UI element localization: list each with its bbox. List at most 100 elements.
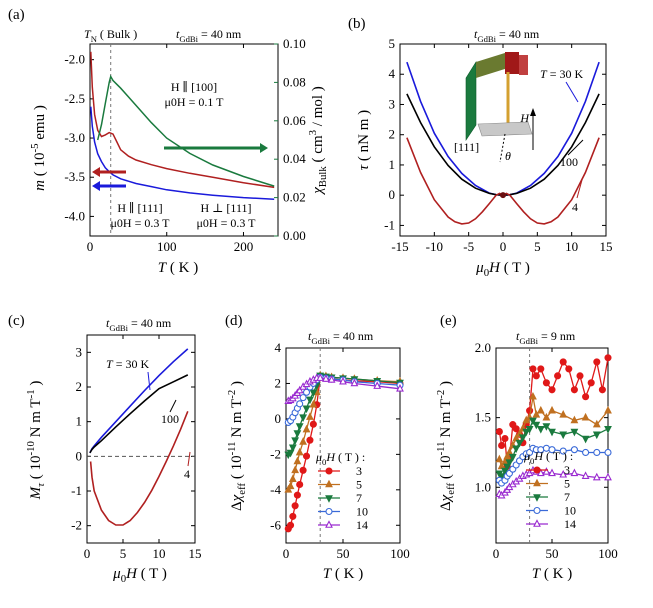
legend-marker-d-1	[325, 479, 333, 488]
y-axis-label-c: Mτ ( 10-10 N m T-1 )	[25, 381, 47, 501]
center-marker-b	[500, 192, 506, 199]
y-tick-label-d: 2	[275, 375, 282, 390]
data-point-d-1-1	[286, 481, 295, 490]
legend-label-d-2: 7	[356, 491, 362, 505]
x-tick-label-c: 5	[120, 546, 127, 561]
annot-red-1: H ⊥ [111]	[200, 201, 251, 215]
data-point-e-1-4	[505, 447, 514, 456]
annot-tn: TN ( Bulk )	[84, 27, 137, 44]
data-point-e-0-23	[593, 358, 601, 366]
data-point-e-2-2	[501, 467, 509, 476]
x-tick-label-b: 15	[600, 239, 613, 254]
data-point-e-0-0	[495, 428, 503, 436]
data-point-e-1-15	[548, 405, 556, 414]
x-tick-label-b: -15	[391, 239, 408, 254]
y-tick-label-b: 5	[389, 36, 396, 51]
x-tick-label-c: 0	[84, 546, 91, 561]
data-point-d-0-7	[302, 452, 311, 460]
x-tick-label-e: 50	[546, 546, 559, 561]
y-tick-label-c: 3	[76, 344, 83, 359]
data-point-e-0-2	[501, 434, 509, 443]
data-point-d-2-6	[299, 414, 308, 422]
data-point-d-1-9	[309, 399, 318, 408]
data-point-e-0-11	[529, 365, 537, 373]
data-point-e-2-16	[559, 431, 568, 440]
y2-axis-label-a: χBulk ( cm3 / mol )	[307, 86, 329, 196]
data-point-d-4-14	[339, 376, 347, 385]
x-tick-label-b: -10	[426, 239, 443, 254]
legend-label-d-3: 10	[356, 505, 368, 519]
x-tick-label-e: 0	[493, 546, 500, 561]
data-point-e-0-17	[559, 358, 567, 366]
annot-b-100: 100	[560, 155, 578, 169]
data-point-e-2-1	[497, 473, 506, 481]
annot-c-30K-pointer	[147, 371, 151, 391]
y-tick-label-e: 1.0	[475, 479, 491, 494]
data-point-e-2-6	[512, 445, 521, 454]
series-line-b-2	[406, 137, 600, 225]
legend-label-e-1: 5	[564, 477, 570, 491]
annot-green-2: μ0H = 0.1 T	[165, 95, 225, 109]
data-point-d-0-8	[306, 436, 314, 444]
data-point-d-2-4	[293, 430, 302, 438]
field-label-b: H	[519, 111, 530, 125]
annot-c-100-pointer	[169, 399, 177, 413]
data-point-d-0-5	[296, 480, 304, 489]
x-tick-label-e: 100	[598, 546, 618, 561]
data-point-e-0-15	[548, 386, 556, 394]
x-tick-label-c: 10	[153, 546, 166, 561]
data-point-e-2-5	[508, 453, 517, 462]
legend-label-e-3: 10	[564, 504, 576, 518]
legend-label-d-4: 14	[356, 518, 368, 532]
data-point-d-4-16	[373, 381, 382, 389]
panel-header-c: tGdBi = 40 nm	[106, 316, 172, 333]
y-tick-label-a: -2.0	[64, 52, 85, 67]
data-point-e-1-3	[503, 451, 512, 460]
data-point-e-3-20	[604, 448, 612, 457]
x-tick-label-b: 5	[534, 239, 541, 254]
data-point-e-0-25	[604, 354, 612, 362]
y-tick-label-c: 1	[76, 414, 83, 429]
y-axis-label-d: Δχeff ( 10-11 N m T-2 )	[226, 381, 248, 511]
data-point-e-4-17	[570, 468, 579, 477]
y-tick-label-a: -3.5	[64, 169, 85, 184]
cantilever-tip-b	[505, 52, 519, 74]
x-tick-label-c: 15	[189, 546, 202, 561]
data-point-e-2-8	[518, 434, 527, 442]
legend-marker-e-3	[533, 506, 541, 515]
data-point-d-1-8	[306, 412, 314, 420]
y-tick-label-a: -4.0	[64, 208, 85, 223]
y-tick-label-e: 1.5	[475, 410, 491, 425]
legend-title-e: μ0H ( T ) :	[523, 449, 573, 466]
legend-label-e-4: 14	[564, 517, 576, 531]
data-point-e-1-16	[559, 410, 568, 418]
series-line-c-1	[89, 374, 189, 454]
data-point-d-3-5	[296, 400, 304, 408]
y-tick-label-b: 0	[389, 187, 396, 202]
data-point-d-2-8	[306, 396, 314, 405]
x-axis-label-c: μ0H ( T )	[112, 566, 167, 585]
legend-marker-e-4	[533, 519, 541, 527]
y-axis-label-e: Δχeff ( 10-11 N m T-2 )	[435, 381, 457, 511]
data-point-e-4-18	[581, 471, 590, 479]
annot-red-2: μ0H = 0.3 T	[197, 216, 257, 230]
y-tick-label-d: 0	[275, 411, 282, 426]
data-point-e-1-13	[536, 405, 545, 414]
legend-marker-d-3	[325, 507, 333, 516]
x-tick-label-a: 200	[234, 239, 254, 254]
y-tick-label-d: -4	[270, 482, 281, 497]
data-point-d-3-6	[299, 394, 307, 402]
data-point-e-0-1	[498, 441, 506, 450]
plot-frame-c	[86, 334, 196, 544]
annot-b-30K-pointer	[565, 81, 579, 103]
data-point-d-1-3	[291, 465, 300, 474]
annot-b-4: 4	[572, 200, 578, 214]
data-point-d-2-2	[288, 444, 297, 453]
series-line-a-0	[90, 106, 275, 200]
x-axis-label-e: T ( K )	[532, 566, 572, 582]
data-point-e-1-11	[529, 391, 537, 400]
annot-b-100-pointer	[567, 139, 584, 156]
x-axis-label-d: T ( K )	[323, 566, 363, 582]
data-point-e-4-16	[559, 469, 568, 478]
